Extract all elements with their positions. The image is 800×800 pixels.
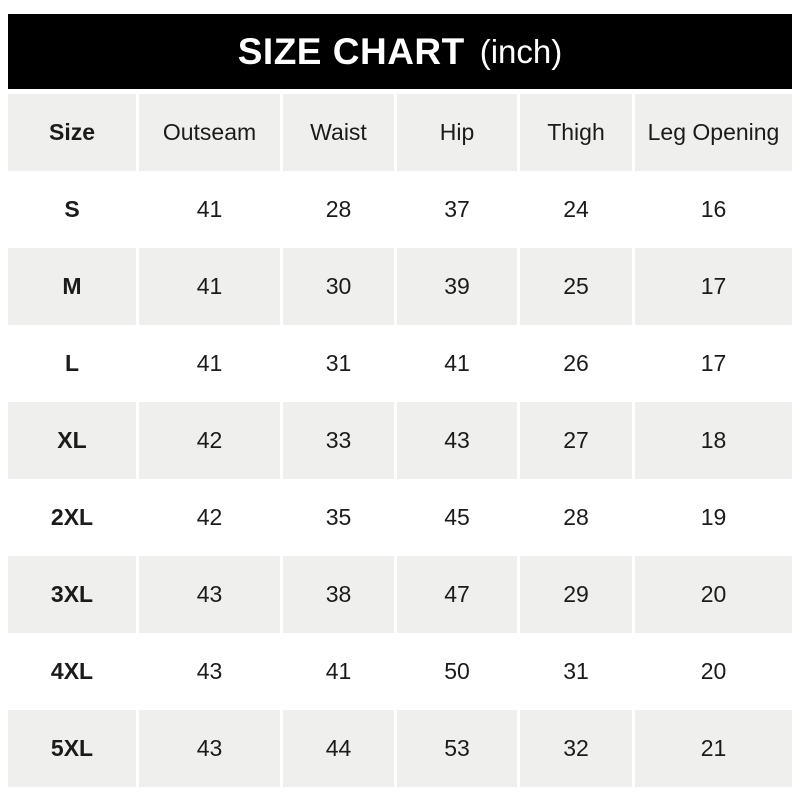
measurement-cell: 17 bbox=[632, 248, 792, 325]
measurement-cell: 30 bbox=[280, 248, 394, 325]
measurement-cell: 28 bbox=[517, 479, 632, 556]
measurement-cell: 38 bbox=[280, 556, 394, 633]
measurement-cell: 50 bbox=[394, 633, 517, 710]
table-row-xl: XL 42 33 43 27 18 bbox=[8, 402, 792, 479]
column-header-waist: Waist bbox=[280, 94, 394, 171]
size-label-cell: M bbox=[62, 273, 82, 299]
measurement-cell: 39 bbox=[394, 248, 517, 325]
banner-unit-label: (inch) bbox=[479, 32, 563, 70]
measurement-cell: 28 bbox=[280, 171, 394, 248]
size-chart-table: Size Outseam Waist Hip Thigh Leg Opening… bbox=[8, 94, 792, 787]
measurement-cell: 37 bbox=[394, 171, 517, 248]
measurement-cell: 42 bbox=[136, 402, 280, 479]
measurement-cell: 43 bbox=[136, 556, 280, 633]
measurement-cell: 43 bbox=[394, 402, 517, 479]
measurement-cell: 41 bbox=[136, 248, 280, 325]
measurement-cell: 43 bbox=[136, 710, 280, 787]
size-label-cell: 4XL bbox=[50, 658, 94, 684]
table-header-row: Size Outseam Waist Hip Thigh Leg Opening bbox=[8, 94, 792, 171]
measurement-cell: 20 bbox=[632, 633, 792, 710]
table-row-m: M 41 30 39 25 17 bbox=[8, 248, 792, 325]
size-chart-banner: SIZE CHART (inch) bbox=[8, 14, 792, 89]
column-header-thigh: Thigh bbox=[517, 94, 632, 171]
measurement-cell: 31 bbox=[280, 325, 394, 402]
measurement-cell: 31 bbox=[517, 633, 632, 710]
measurement-cell: 41 bbox=[136, 171, 280, 248]
column-header-leg-opening: Leg Opening bbox=[632, 94, 792, 171]
measurement-cell: 44 bbox=[280, 710, 394, 787]
measurement-cell: 24 bbox=[517, 171, 632, 248]
column-header-size: Size bbox=[48, 119, 96, 145]
table-row-4xl: 4XL 43 41 50 31 20 bbox=[8, 633, 792, 710]
measurement-cell: 27 bbox=[517, 402, 632, 479]
measurement-cell: 29 bbox=[517, 556, 632, 633]
size-label-cell: 5XL bbox=[50, 735, 94, 761]
measurement-cell: 45 bbox=[394, 479, 517, 556]
measurement-cell: 19 bbox=[632, 479, 792, 556]
size-label-cell: 2XL bbox=[50, 504, 94, 530]
table-row-3xl: 3XL 43 38 47 29 20 bbox=[8, 556, 792, 633]
measurement-cell: 43 bbox=[136, 633, 280, 710]
measurement-cell: 21 bbox=[632, 710, 792, 787]
measurement-cell: 41 bbox=[394, 325, 517, 402]
measurement-cell: 17 bbox=[632, 325, 792, 402]
measurement-cell: 41 bbox=[280, 633, 394, 710]
measurement-cell: 25 bbox=[517, 248, 632, 325]
measurement-cell: 20 bbox=[632, 556, 792, 633]
measurement-cell: 47 bbox=[394, 556, 517, 633]
measurement-cell: 53 bbox=[394, 710, 517, 787]
table-row-5xl: 5XL 43 44 53 32 21 bbox=[8, 710, 792, 787]
measurement-cell: 26 bbox=[517, 325, 632, 402]
column-header-outseam: Outseam bbox=[136, 94, 280, 171]
measurement-cell: 35 bbox=[280, 479, 394, 556]
size-label-cell: L bbox=[64, 350, 80, 376]
measurement-cell: 41 bbox=[136, 325, 280, 402]
size-label-cell: XL bbox=[57, 427, 87, 453]
size-label-cell: S bbox=[64, 196, 80, 222]
table-row-l: L 41 31 41 26 17 bbox=[8, 325, 792, 402]
measurement-cell: 16 bbox=[632, 171, 792, 248]
table-row-2xl: 2XL 42 35 45 28 19 bbox=[8, 479, 792, 556]
measurement-cell: 32 bbox=[517, 710, 632, 787]
table-row-s: S 41 28 37 24 16 bbox=[8, 171, 792, 248]
measurement-cell: 33 bbox=[280, 402, 394, 479]
measurement-cell: 42 bbox=[136, 479, 280, 556]
measurement-cell: 18 bbox=[632, 402, 792, 479]
column-header-hip: Hip bbox=[394, 94, 517, 171]
banner-title: SIZE CHART bbox=[237, 30, 465, 72]
size-label-cell: 3XL bbox=[50, 581, 94, 607]
